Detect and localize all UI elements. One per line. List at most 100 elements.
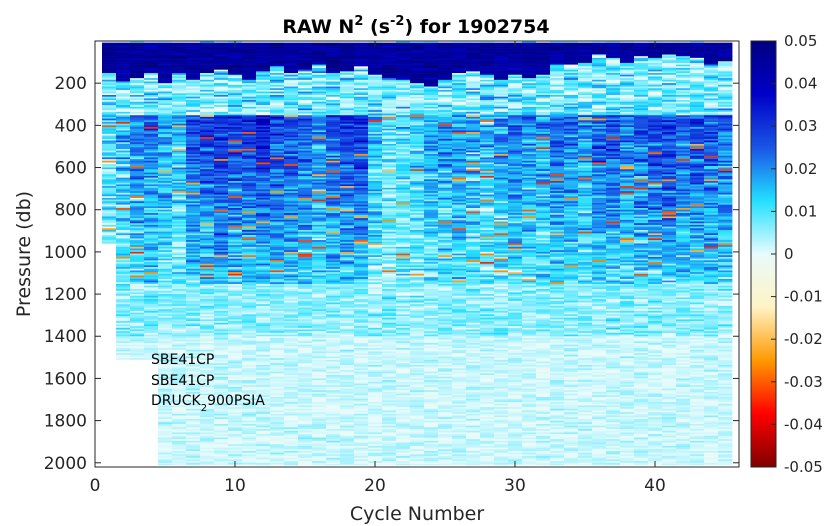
heat-cell (228, 135, 243, 138)
heat-cell (144, 175, 159, 178)
heat-cell (130, 101, 145, 104)
heat-cell (326, 408, 341, 411)
heat-cell (214, 434, 229, 437)
heat-cell (284, 270, 299, 273)
heat-cell (116, 135, 131, 138)
heat-cell (228, 150, 243, 153)
heat-cell (284, 429, 299, 432)
heat-cell (186, 393, 201, 396)
heat-cell (116, 238, 131, 241)
heat-cell (298, 121, 313, 124)
heat-cell (284, 380, 299, 383)
heat-cell (158, 147, 173, 150)
heat-cell (214, 240, 229, 243)
heat-cell (214, 349, 229, 352)
heat-cell (200, 381, 215, 384)
heat-cell (270, 415, 285, 418)
heat-cell (312, 74, 327, 77)
heat-cell (186, 434, 201, 437)
heat-cell (186, 186, 201, 189)
heat-cell (116, 302, 131, 305)
heat-cell (326, 371, 341, 374)
heat-cell (298, 67, 313, 70)
heat-cell (144, 71, 159, 74)
heat-cell (228, 67, 243, 70)
heat-cell (200, 54, 215, 57)
heat-cell (270, 120, 285, 123)
heat-cell (214, 405, 229, 408)
heat-cell (326, 267, 341, 270)
heat-cell (186, 287, 201, 290)
heat-cell (130, 283, 145, 286)
heat-cell (158, 376, 173, 379)
heat-cell (256, 418, 271, 421)
heat-cell (186, 103, 201, 106)
heat-cell (298, 49, 313, 52)
heat-cell (200, 430, 215, 433)
heat-cell (284, 407, 299, 410)
heat-cell (228, 138, 243, 141)
heat-cell (256, 167, 271, 170)
heat-cell (214, 381, 229, 384)
heat-cell (200, 390, 215, 393)
heat-cell (144, 145, 159, 148)
heat-cell (158, 278, 173, 281)
heat-cell (214, 103, 229, 106)
heat-cell (242, 282, 257, 285)
heat-cell (116, 294, 131, 297)
heat-cell (214, 208, 229, 211)
heat-cell (172, 314, 187, 317)
heat-cell (144, 160, 159, 163)
heat-cell (312, 376, 327, 379)
heat-cell (200, 278, 215, 281)
heat-cell (312, 263, 327, 266)
heat-cell (270, 295, 285, 298)
heat-cell (298, 297, 313, 300)
heat-cell (256, 295, 271, 298)
heat-cell (102, 186, 117, 189)
heat-cell (312, 64, 327, 67)
heat-cell (228, 434, 243, 437)
heat-cell (130, 337, 145, 340)
heat-cell (284, 385, 299, 388)
heat-cell (270, 349, 285, 352)
heat-cell (116, 137, 131, 140)
heat-cell (144, 191, 159, 194)
heat-cell (326, 106, 341, 109)
heat-cell (200, 403, 215, 406)
heat-cell (116, 218, 131, 221)
heat-cell (270, 64, 285, 67)
heat-cell (116, 175, 131, 178)
heat-cell (172, 462, 187, 465)
heat-cell (298, 255, 313, 258)
heat-cell (298, 412, 313, 415)
heat-cell (214, 272, 229, 275)
heat-cell (172, 223, 187, 226)
heat-cell (284, 358, 299, 361)
heat-cell (298, 353, 313, 356)
heat-cell (186, 44, 201, 47)
heat-cell (186, 408, 201, 411)
heat-cell (214, 375, 229, 378)
heat-cell (214, 121, 229, 124)
heat-cell (228, 391, 243, 394)
heat-cell (186, 437, 201, 440)
heat-cell (116, 334, 131, 337)
heat-cell (228, 143, 243, 146)
heat-cell (200, 449, 215, 452)
heat-cell (270, 69, 285, 72)
heat-cell (186, 78, 201, 81)
heat-cell (242, 57, 257, 60)
heat-cell (256, 459, 271, 462)
heat-cell (102, 132, 117, 135)
heat-cell (214, 359, 229, 362)
heat-cell (312, 197, 327, 200)
heat-cell (200, 294, 215, 297)
heat-cell (158, 423, 173, 426)
heat-cell (116, 236, 131, 239)
heat-cell (116, 191, 131, 194)
heat-cell (228, 182, 243, 185)
heat-cell (130, 300, 145, 303)
heat-cell (298, 423, 313, 426)
heat-cell (228, 456, 243, 459)
